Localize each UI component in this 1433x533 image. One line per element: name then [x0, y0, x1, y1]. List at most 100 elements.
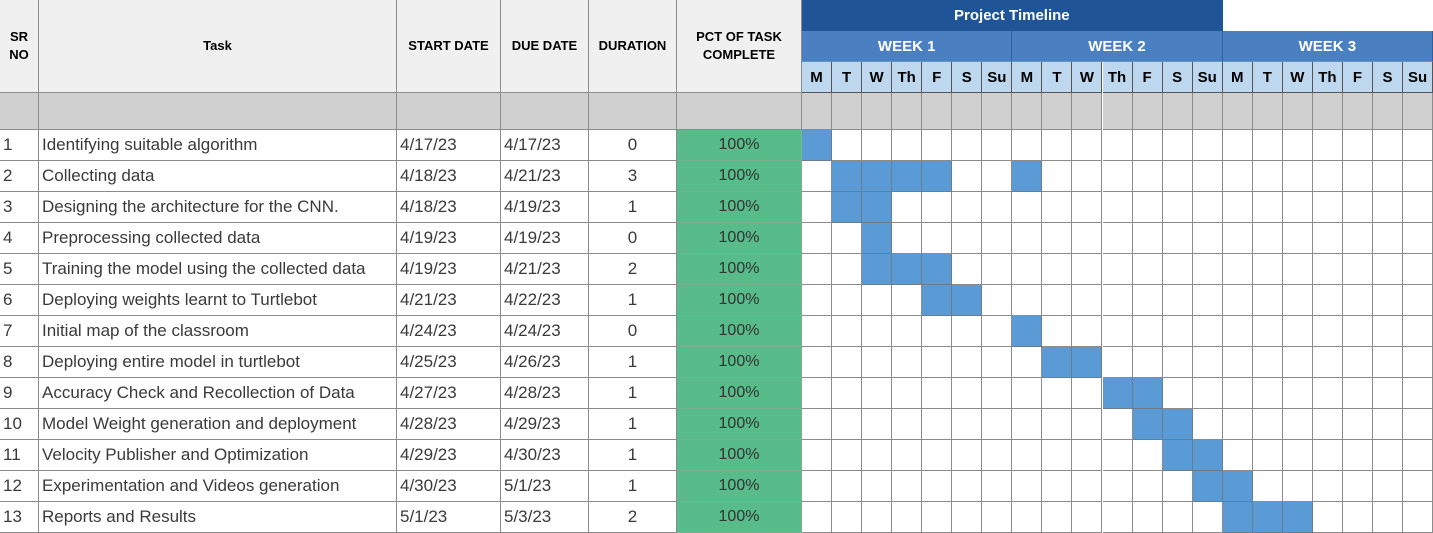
timeline-cell[interactable] [922, 440, 953, 471]
timeline-cell[interactable] [862, 347, 893, 378]
blank-row-cell[interactable] [1403, 93, 1433, 130]
timeline-cell[interactable] [1342, 285, 1373, 316]
timeline-cell[interactable] [832, 316, 863, 347]
day-header[interactable]: W [1072, 62, 1103, 93]
due-date-cell[interactable]: 5/3/23 [501, 502, 589, 533]
timeline-cell[interactable] [952, 130, 983, 161]
timeline-cell[interactable] [1222, 378, 1253, 409]
timeline-cell[interactable] [1012, 440, 1043, 471]
timeline-cell[interactable] [1162, 161, 1193, 192]
timeline-cell[interactable] [922, 347, 953, 378]
timeline-cell[interactable] [1372, 502, 1403, 533]
due-date-header[interactable]: DUE DATE [501, 0, 589, 93]
timeline-cell[interactable] [892, 316, 923, 347]
timeline-cell[interactable] [802, 161, 833, 192]
blank-row-cell[interactable] [677, 93, 802, 130]
timeline-cell[interactable] [952, 409, 983, 440]
start-date-cell[interactable]: 4/18/23 [397, 161, 501, 192]
due-date-cell[interactable]: 4/26/23 [501, 347, 589, 378]
timeline-cell[interactable] [802, 254, 833, 285]
day-header[interactable]: F [1132, 62, 1163, 93]
timeline-cell[interactable] [1102, 130, 1133, 161]
timeline-cell[interactable] [1342, 130, 1373, 161]
timeline-cell[interactable] [952, 471, 983, 502]
timeline-cell[interactable] [1162, 471, 1193, 502]
timeline-cell[interactable] [1252, 471, 1283, 502]
gantt-bar-cell[interactable] [1042, 347, 1073, 378]
timeline-cell[interactable] [1403, 223, 1433, 254]
timeline-cell[interactable] [1342, 161, 1373, 192]
timeline-cell[interactable] [892, 471, 923, 502]
blank-row-cell[interactable] [952, 93, 983, 130]
timeline-cell[interactable] [892, 223, 923, 254]
pct-complete-cell[interactable]: 100% [677, 130, 802, 161]
day-header[interactable]: M [1012, 62, 1043, 93]
timeline-cell[interactable] [1403, 440, 1433, 471]
blank-row-cell[interactable] [1072, 93, 1103, 130]
timeline-cell[interactable] [1042, 502, 1073, 533]
timeline-cell[interactable] [1282, 409, 1313, 440]
task-name-cell[interactable]: Accuracy Check and Recollection of Data [39, 378, 397, 409]
timeline-cell[interactable] [832, 347, 863, 378]
timeline-cell[interactable] [922, 130, 953, 161]
blank-row-cell[interactable] [1012, 93, 1043, 130]
duration-cell[interactable]: 1 [589, 285, 677, 316]
timeline-cell[interactable] [862, 285, 893, 316]
timeline-cell[interactable] [862, 316, 893, 347]
timeline-cell[interactable] [1042, 130, 1073, 161]
timeline-cell[interactable] [862, 502, 893, 533]
timeline-cell[interactable] [1222, 161, 1253, 192]
timeline-cell[interactable] [1342, 502, 1373, 533]
timeline-cell[interactable] [1252, 130, 1283, 161]
timeline-cell[interactable] [1012, 502, 1043, 533]
week-header-1[interactable]: WEEK 1 [802, 31, 1013, 62]
timeline-cell[interactable] [1342, 254, 1373, 285]
timeline-cell[interactable] [1372, 316, 1403, 347]
timeline-cell[interactable] [1072, 440, 1103, 471]
timeline-cell[interactable] [982, 192, 1013, 223]
timeline-cell[interactable] [1012, 130, 1043, 161]
blank-row-cell[interactable] [1132, 93, 1163, 130]
timeline-cell[interactable] [1072, 192, 1103, 223]
duration-cell[interactable]: 0 [589, 223, 677, 254]
timeline-cell[interactable] [1372, 285, 1403, 316]
timeline-cell[interactable] [892, 192, 923, 223]
timeline-cell[interactable] [982, 471, 1013, 502]
timeline-cell[interactable] [1282, 254, 1313, 285]
task-name-cell[interactable]: Model Weight generation and deployment [39, 409, 397, 440]
timeline-cell[interactable] [1012, 285, 1043, 316]
timeline-cell[interactable] [1282, 347, 1313, 378]
timeline-cell[interactable] [1102, 316, 1133, 347]
blank-row-cell[interactable] [832, 93, 863, 130]
sr-no-cell[interactable]: 3 [0, 192, 39, 223]
gantt-bar-cell[interactable] [1072, 347, 1103, 378]
timeline-cell[interactable] [982, 285, 1013, 316]
timeline-cell[interactable] [1282, 192, 1313, 223]
duration-cell[interactable]: 0 [589, 316, 677, 347]
timeline-cell[interactable] [1312, 316, 1343, 347]
timeline-cell[interactable] [1312, 130, 1343, 161]
sr-no-cell[interactable]: 6 [0, 285, 39, 316]
task-header[interactable]: Task [39, 0, 397, 93]
gantt-bar-cell[interactable] [1222, 502, 1253, 533]
timeline-cell[interactable] [1342, 316, 1373, 347]
day-header[interactable]: F [922, 62, 953, 93]
timeline-cell[interactable] [1132, 471, 1163, 502]
timeline-cell[interactable] [862, 440, 893, 471]
timeline-cell[interactable] [1162, 192, 1193, 223]
day-header[interactable]: Su [1403, 62, 1433, 93]
gantt-bar-cell[interactable] [892, 254, 923, 285]
timeline-cell[interactable] [982, 440, 1013, 471]
timeline-cell[interactable] [802, 316, 833, 347]
timeline-cell[interactable] [892, 378, 923, 409]
timeline-cell[interactable] [892, 130, 923, 161]
timeline-cell[interactable] [802, 347, 833, 378]
day-header[interactable]: Su [1192, 62, 1223, 93]
task-name-cell[interactable]: Training the model using the collected d… [39, 254, 397, 285]
timeline-cell[interactable] [1222, 192, 1253, 223]
sr-no-cell[interactable]: 5 [0, 254, 39, 285]
start-date-cell[interactable]: 4/19/23 [397, 223, 501, 254]
timeline-cell[interactable] [1072, 161, 1103, 192]
timeline-cell[interactable] [802, 471, 833, 502]
day-header[interactable]: S [1372, 62, 1403, 93]
